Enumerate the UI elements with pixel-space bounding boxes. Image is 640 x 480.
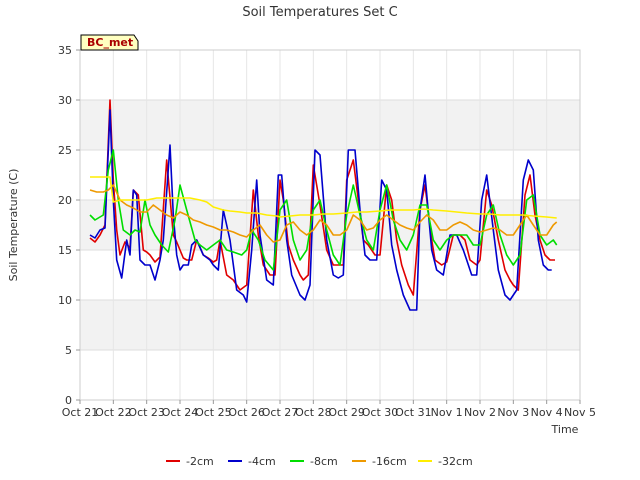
- x-tick-label: Oct 28: [295, 406, 332, 419]
- y-axis-label: Soil Temperature (C): [7, 169, 20, 282]
- plot-band: [80, 100, 580, 150]
- y-tick-label: 20: [58, 194, 72, 207]
- legend-label: -32cm: [438, 455, 473, 468]
- x-tick-label: Oct 23: [128, 406, 165, 419]
- x-tick-label: Oct 26: [228, 406, 265, 419]
- x-tick-label: Nov 4: [531, 406, 563, 419]
- x-axis-label: Time: [551, 423, 579, 436]
- x-tick-label: Oct 24: [162, 406, 199, 419]
- plot-band: [80, 350, 580, 400]
- station-badge-label: BC_met: [87, 36, 133, 49]
- series-line-32cmcm: [90, 176, 557, 219]
- series-lines: [89, 99, 558, 311]
- plot-band: [80, 150, 580, 200]
- legend-label: -2cm: [186, 455, 214, 468]
- plot-band: [80, 300, 580, 350]
- legend-label: -8cm: [310, 455, 338, 468]
- x-tick-label: Oct 21: [62, 406, 99, 419]
- plot-background: [80, 50, 580, 400]
- plot-frame: [79, 49, 581, 401]
- axes: [79, 49, 581, 401]
- x-tick-label: Oct 22: [95, 406, 132, 419]
- y-tick-label: 25: [58, 144, 72, 157]
- y-tick-label: 30: [58, 94, 72, 107]
- x-tick-label: Nov 2: [464, 406, 496, 419]
- series-line-4cmcm: [89, 109, 552, 311]
- series-line-8cmcm: [89, 149, 558, 271]
- x-tick-label: Nov 3: [497, 406, 529, 419]
- x-tick-label: Nov 1: [431, 406, 463, 419]
- x-tick-label: Oct 27: [262, 406, 299, 419]
- plot-band: [80, 50, 580, 100]
- x-tick-label: Nov 5: [564, 406, 596, 419]
- series-line-16cmcm: [89, 184, 558, 243]
- legend: -2cm -4cm -8cm -16cm -32cm: [166, 455, 473, 468]
- x-tick-label: Oct 30: [362, 406, 399, 419]
- legend-label: -4cm: [248, 455, 276, 468]
- station-badge: BC_met: [80, 34, 139, 51]
- y-tick-label: 5: [65, 344, 72, 357]
- x-tick-label: Oct 29: [328, 406, 365, 419]
- y-tick-label: 35: [58, 44, 72, 57]
- series-line-2cmcm: [89, 99, 555, 296]
- station-badge-box: [80, 34, 139, 51]
- chart-title: Soil Temperatures Set C: [242, 5, 397, 20]
- x-tick-label: Oct 31: [395, 406, 432, 419]
- x-tick-label: Oct 25: [195, 406, 232, 419]
- legend-label: -16cm: [372, 455, 407, 468]
- y-tick-label: 10: [58, 294, 72, 307]
- y-tick-label: 15: [58, 244, 72, 257]
- y-tick-label: 0: [65, 394, 72, 407]
